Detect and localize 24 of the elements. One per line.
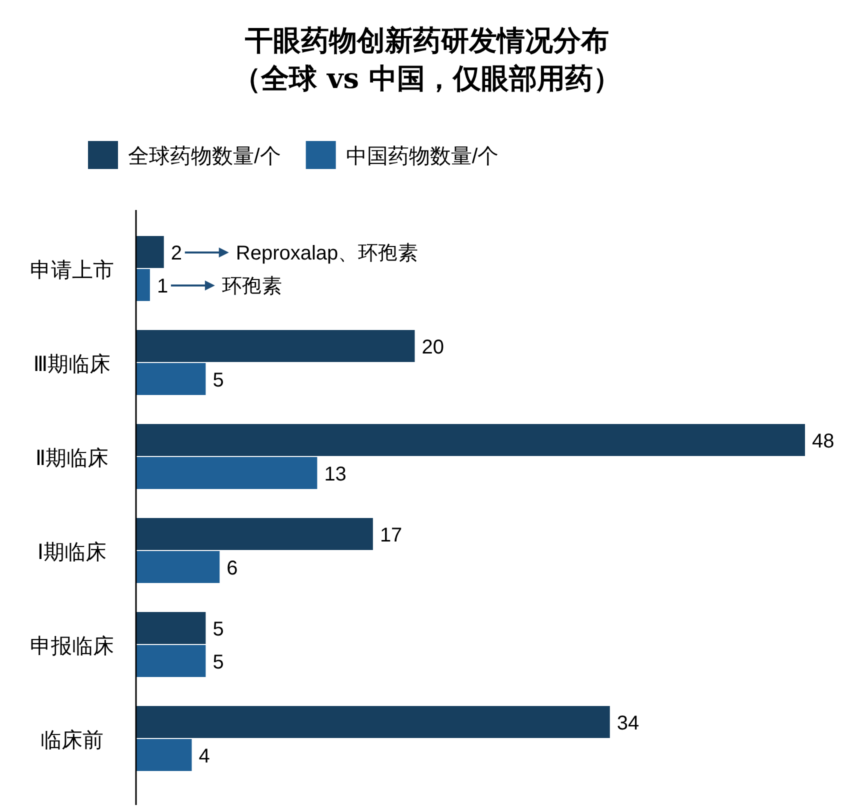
data-label: 6 [226, 558, 238, 580]
data-label: 34 [616, 712, 640, 734]
legend-label: 全球药物数量/个 [128, 145, 281, 168]
legend-label: 中国药物数量/个 [346, 145, 499, 168]
y-tick-label: 临床前 [40, 729, 104, 752]
chart-title: 干眼药物创新药研发情况分布 [244, 24, 609, 57]
annotation: 环孢素 [222, 276, 282, 298]
data-label: 1 [156, 276, 168, 298]
y-tick-label: 申请上市 [30, 259, 114, 282]
y-tick-label: Ⅲ期临床 [33, 353, 111, 376]
data-label: 48 [812, 430, 834, 452]
data-label: 20 [422, 336, 444, 358]
data-label: 2 [170, 242, 182, 264]
chart-subtitle: （全球 vs 中国，仅眼部用药） [233, 62, 621, 95]
y-tick-label: 申报临床 [30, 635, 114, 658]
data-label: 4 [198, 746, 210, 768]
data-label: 5 [212, 652, 224, 674]
y-tick-label: Ⅱ期临床 [35, 447, 109, 470]
y-tick-label: Ⅰ期临床 [37, 541, 107, 564]
data-label: 5 [212, 618, 224, 640]
annotation: Reproxalap、环孢素 [236, 242, 418, 264]
data-label: 13 [324, 464, 346, 486]
data-label: 17 [380, 524, 402, 546]
data-label: 5 [212, 370, 224, 392]
